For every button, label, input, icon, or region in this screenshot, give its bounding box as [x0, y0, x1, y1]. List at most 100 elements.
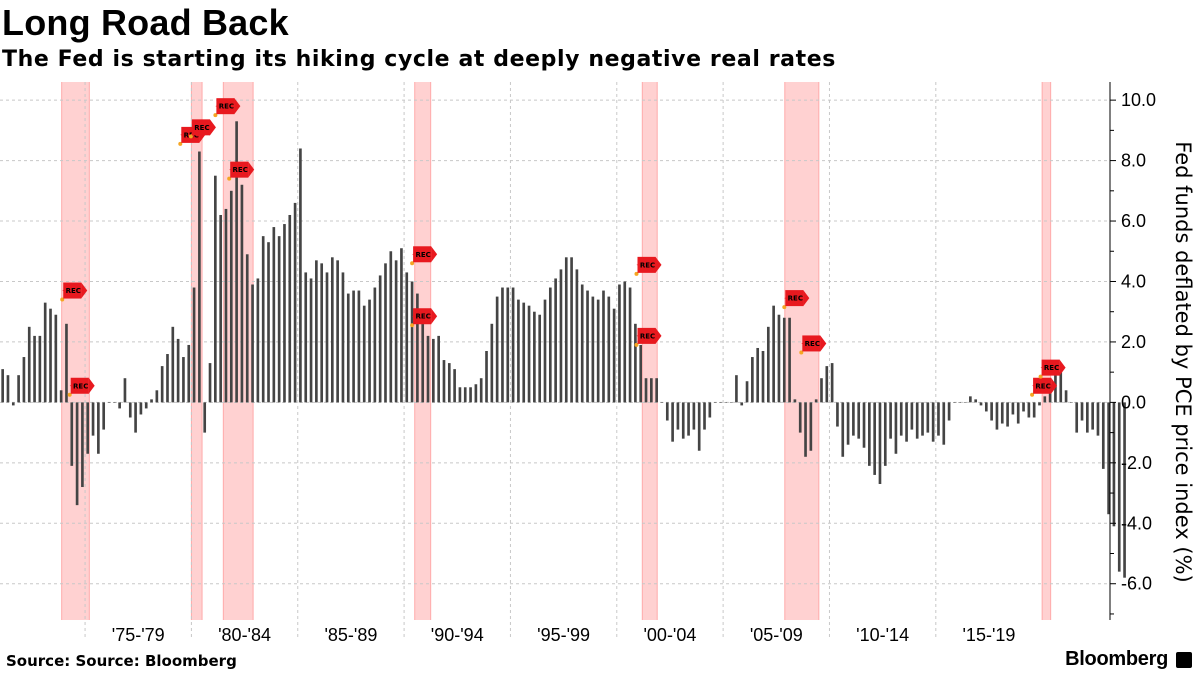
rec-marker-label: REC — [640, 332, 655, 340]
rec-markers: RECRECRECRECRECRECRECRECRECRECRECRECRECR… — [60, 98, 1066, 397]
y-tick-label: -6.0 — [1121, 574, 1152, 594]
bar — [931, 402, 935, 442]
bar — [671, 402, 674, 442]
bar — [618, 284, 621, 403]
bar — [857, 402, 861, 439]
bar — [703, 402, 706, 430]
bar — [1016, 402, 1020, 424]
bar — [586, 290, 589, 403]
bar — [219, 214, 222, 403]
bar — [809, 402, 813, 451]
bar — [442, 360, 446, 403]
bar — [612, 308, 616, 403]
bar — [1011, 402, 1015, 415]
bar — [777, 314, 781, 403]
bars — [1, 121, 1126, 578]
chart-title: Long Road Back — [2, 2, 289, 43]
bar — [123, 378, 127, 403]
bar — [102, 402, 106, 430]
bar — [937, 402, 940, 436]
bar — [38, 335, 42, 403]
bar — [341, 272, 345, 403]
bar — [336, 260, 339, 403]
rec-marker-icon — [655, 256, 662, 273]
bar — [761, 351, 765, 403]
bar — [1080, 402, 1084, 421]
bar — [852, 402, 855, 436]
rec-marker-label: REC — [219, 103, 234, 111]
bar — [655, 378, 658, 403]
bar — [118, 402, 121, 409]
bar — [495, 296, 499, 403]
x-tick-label: '05-'09 — [750, 625, 803, 645]
bar — [139, 402, 143, 415]
bar — [416, 293, 419, 403]
rec-marker-label: REC — [194, 124, 209, 132]
x-tick-label: '80-'84 — [218, 625, 271, 645]
bar — [325, 272, 329, 403]
bar — [719, 402, 722, 403]
bar — [458, 387, 462, 403]
x-tick-label: '85-'89 — [324, 625, 377, 645]
bar — [144, 402, 148, 409]
bar — [830, 363, 834, 403]
bar — [70, 402, 74, 466]
rec-marker-icon — [413, 308, 432, 325]
bar — [187, 344, 191, 403]
bar — [713, 402, 717, 403]
bar — [469, 387, 472, 403]
bar — [660, 402, 664, 403]
bar — [766, 326, 770, 403]
bar — [182, 357, 185, 403]
bar — [235, 121, 238, 403]
bar — [676, 402, 680, 430]
bar — [825, 366, 829, 403]
bar — [533, 311, 536, 403]
bar — [81, 402, 84, 488]
bar — [591, 296, 595, 403]
bar — [862, 402, 866, 448]
bar — [1123, 402, 1126, 578]
bar — [373, 287, 377, 403]
bar — [394, 260, 398, 403]
y-tick-label: -4.0 — [1121, 513, 1152, 533]
rec-marker-icon — [230, 161, 249, 178]
bar — [995, 402, 999, 430]
bar — [974, 399, 978, 403]
bar — [479, 378, 483, 403]
bar — [953, 402, 956, 403]
bar — [86, 402, 90, 454]
x-tick-label: '95-'99 — [537, 625, 590, 645]
bar — [538, 314, 542, 403]
rec-marker-icon — [234, 98, 241, 115]
rec-marker-icon — [655, 327, 662, 344]
bar — [596, 299, 600, 403]
bar — [788, 317, 791, 403]
x-tick-label: '90-'94 — [431, 625, 484, 645]
bar — [798, 402, 802, 433]
bar — [49, 308, 52, 403]
bar — [681, 402, 685, 439]
bar — [198, 151, 201, 403]
bar — [639, 344, 643, 403]
y-tick-label: 4.0 — [1121, 271, 1146, 291]
x-tick-label: '10-'14 — [856, 625, 909, 645]
bar — [447, 363, 451, 403]
bar — [580, 284, 584, 403]
bar — [644, 378, 648, 403]
rec-marker-label: REC — [788, 295, 803, 303]
source-note: Source: Source: Bloomberg — [6, 652, 237, 670]
bar — [1075, 402, 1079, 433]
bar — [107, 402, 111, 403]
rec-marker-icon — [1059, 359, 1066, 376]
bar — [841, 402, 845, 457]
bar — [1107, 402, 1110, 515]
bar — [1064, 390, 1068, 403]
bar — [485, 351, 488, 403]
bar — [1101, 402, 1105, 469]
rec-marker-icon — [191, 119, 210, 136]
rec-marker-icon — [81, 282, 88, 299]
bar — [453, 369, 456, 403]
bar — [54, 314, 58, 403]
bar — [729, 402, 733, 403]
